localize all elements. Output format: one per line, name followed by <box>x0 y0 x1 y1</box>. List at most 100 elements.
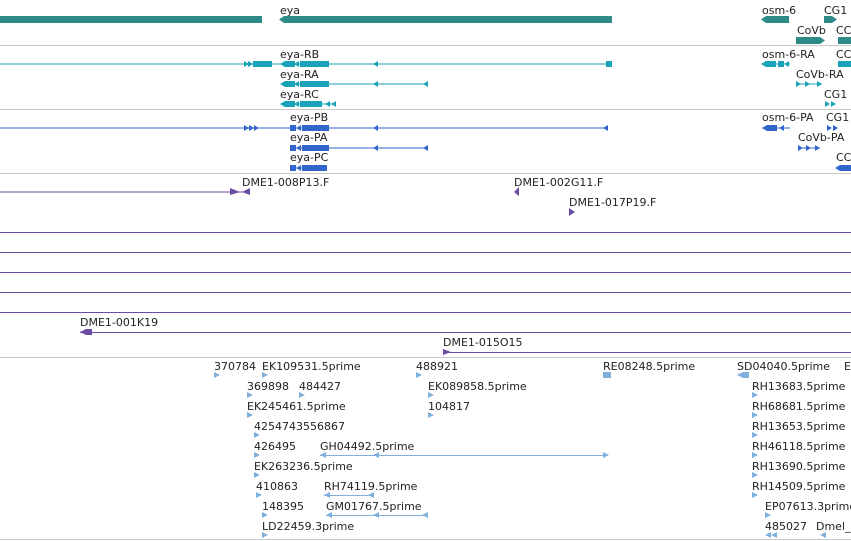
protein-exon[interactable] <box>290 125 296 131</box>
est-label[interactable]: 484427 <box>299 380 341 393</box>
transcript-exon[interactable] <box>285 81 295 87</box>
protein-exon[interactable] <box>779 125 784 131</box>
protein-label[interactable]: CoVb-PA <box>798 131 845 144</box>
est-feature[interactable] <box>320 452 326 458</box>
est-label[interactable]: 3556867 <box>296 420 345 433</box>
gene-feature[interactable] <box>0 16 262 23</box>
est-feature[interactable] <box>256 492 262 498</box>
est-feature[interactable] <box>765 532 771 538</box>
protein-label[interactable]: eya-PA <box>290 131 328 144</box>
est-feature[interactable] <box>737 372 749 378</box>
est-feature[interactable] <box>752 452 758 458</box>
protein-exon[interactable] <box>833 125 838 131</box>
est-feature[interactable] <box>765 512 771 518</box>
protein-label[interactable]: CG1 <box>826 111 849 124</box>
est-feature[interactable] <box>262 512 268 518</box>
est-label[interactable]: 425474 <box>254 420 296 433</box>
transcript-exon[interactable] <box>280 61 285 67</box>
est-label[interactable]: RH13683.5prime <box>752 380 846 393</box>
est-feature[interactable] <box>299 392 305 398</box>
gene-label[interactable]: osm-6 <box>762 4 796 17</box>
protein-exon[interactable] <box>835 165 840 171</box>
est-label[interactable]: 410863 <box>256 480 298 493</box>
transcript-exon[interactable] <box>331 101 336 107</box>
gene-feature[interactable] <box>766 16 789 23</box>
transcript-exon[interactable] <box>373 61 378 67</box>
clone-end-marker[interactable] <box>514 187 519 196</box>
gene-label[interactable]: CG1 <box>824 4 847 17</box>
est-feature[interactable] <box>603 452 609 458</box>
est-label[interactable]: GH04492.5prime <box>320 440 415 453</box>
transcript-exon[interactable] <box>825 101 830 107</box>
transcript-exon[interactable] <box>294 101 299 107</box>
transcript-label[interactable]: CC <box>836 48 851 61</box>
est-feature[interactable] <box>326 512 332 518</box>
transcript-exon[interactable] <box>294 81 299 87</box>
transcript-label[interactable]: CoVb-RA <box>796 68 844 81</box>
clone-end-marker[interactable] <box>230 188 240 195</box>
est-label[interactable]: EP07613.3prime <box>765 500 851 513</box>
protein-exon[interactable] <box>827 125 832 131</box>
transcript-exon[interactable] <box>285 61 295 67</box>
est-label[interactable]: EK089858.5prime <box>428 380 527 393</box>
protein-exon[interactable] <box>815 145 820 151</box>
transcript-exon[interactable] <box>285 101 295 107</box>
transcript-exon[interactable] <box>784 61 789 67</box>
est-feature[interactable] <box>416 372 422 378</box>
est-feature[interactable] <box>262 532 268 538</box>
est-feature[interactable] <box>262 372 268 378</box>
est-feature[interactable] <box>752 472 758 478</box>
transcript-label[interactable]: eya-RA <box>280 68 319 81</box>
clone-end-marker[interactable] <box>569 208 575 216</box>
transcript-exon[interactable] <box>300 61 329 67</box>
est-feature[interactable] <box>214 372 220 378</box>
protein-exon[interactable] <box>296 145 301 151</box>
transcript-exon[interactable] <box>423 81 428 87</box>
est-label[interactable]: EK109531.5prime <box>262 360 361 373</box>
est-feature[interactable] <box>752 492 758 498</box>
protein-label[interactable]: osm-6-PA <box>762 111 814 124</box>
transcript-exon[interactable] <box>300 81 329 87</box>
protein-exon[interactable] <box>302 125 329 131</box>
est-label[interactable]: 369898 <box>247 380 289 393</box>
est-feature[interactable] <box>254 472 260 478</box>
protein-exon[interactable] <box>840 165 851 171</box>
transcript-label[interactable]: CG1 <box>824 88 847 101</box>
est-label[interactable]: 488921 <box>416 360 458 373</box>
est-feature[interactable] <box>247 412 253 418</box>
clone-label[interactable]: DME1-015O15 <box>443 336 523 349</box>
transcript-label[interactable]: eya-RB <box>280 48 319 61</box>
est-feature[interactable] <box>247 392 253 398</box>
clone-end-marker[interactable] <box>80 329 92 335</box>
transcript-exon[interactable] <box>766 61 776 67</box>
clone-end-marker[interactable] <box>242 188 250 195</box>
clone-label[interactable]: DME1-001K19 <box>80 316 158 329</box>
est-feature[interactable] <box>373 512 379 518</box>
protein-exon[interactable] <box>762 125 767 131</box>
transcript-exon[interactable] <box>248 61 253 67</box>
protein-exon[interactable] <box>603 125 608 131</box>
gene-feature[interactable] <box>796 37 820 44</box>
protein-exon[interactable] <box>244 125 249 131</box>
transcript-exon[interactable] <box>294 61 299 67</box>
protein-exon[interactable] <box>373 145 378 151</box>
est-feature[interactable] <box>752 392 758 398</box>
protein-exon[interactable] <box>423 145 428 151</box>
est-label[interactable]: LD22459.3prime <box>262 520 354 533</box>
clone-label[interactable]: DME1-017P19.F <box>569 196 656 209</box>
est-feature[interactable] <box>254 432 260 438</box>
protein-exon[interactable] <box>798 145 803 151</box>
est-label[interactable]: 104817 <box>428 400 470 413</box>
protein-label[interactable]: CC <box>836 151 851 164</box>
transcript-exon[interactable] <box>280 101 285 107</box>
est-label[interactable]: EK263236.5prime <box>254 460 353 473</box>
gene-label[interactable]: eya <box>280 4 300 17</box>
transcript-exon[interactable] <box>325 101 330 107</box>
protein-exon[interactable] <box>302 165 327 171</box>
gene-feature[interactable] <box>824 16 832 23</box>
est-label[interactable]: EK245461.5prime <box>247 400 346 413</box>
est-label[interactable]: E <box>844 360 851 373</box>
gene-feature[interactable] <box>284 16 612 23</box>
est-label[interactable]: RH46118.5prime <box>752 440 846 453</box>
transcript-exon[interactable] <box>300 101 322 107</box>
